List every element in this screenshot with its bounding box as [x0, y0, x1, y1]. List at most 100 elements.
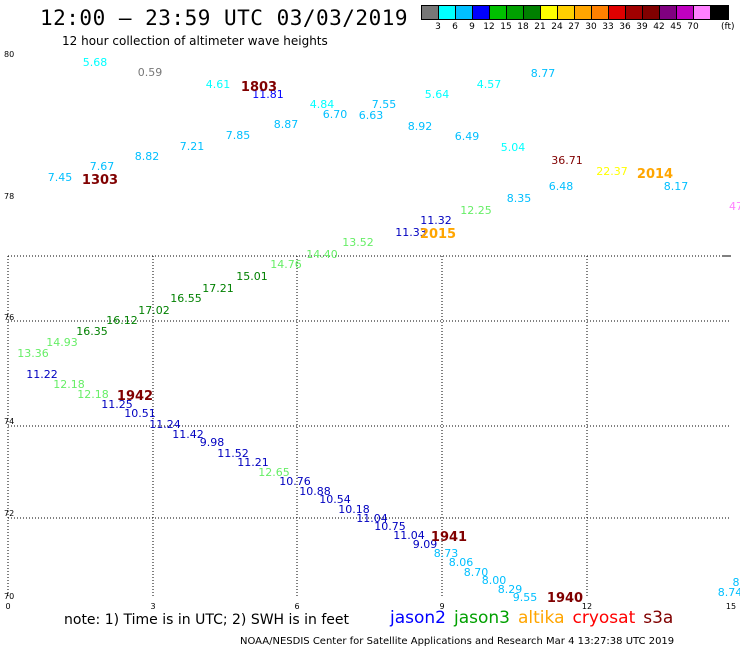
wave-height-reading: 10.18: [338, 503, 370, 516]
chart-subtitle: 12 hour collection of altimeter wave hei…: [62, 34, 328, 48]
longitude-label: 0: [5, 602, 10, 611]
latitude-label: 80: [4, 50, 14, 59]
color-scale-label: 42: [653, 22, 665, 32]
wave-height-reading: 13.52: [342, 236, 374, 249]
swh-color-scale: [421, 5, 729, 20]
wave-height-reading: 8.77: [531, 67, 556, 80]
wave-height-reading: 6.49: [455, 130, 480, 143]
wave-height-reading: 11.24: [149, 418, 181, 431]
wave-height-reading: 11.42: [172, 428, 204, 441]
wave-height-reading: 7.21: [180, 140, 205, 153]
wave-height-reading: 14.93: [46, 336, 78, 349]
wave-height-reading: 11.33: [395, 226, 427, 239]
color-scale-label: 21: [534, 22, 546, 32]
wave-height-reading: 4.84: [310, 98, 335, 111]
color-swatch: [711, 6, 728, 19]
wave-height-reading: 11.21: [237, 456, 269, 469]
wave-height-reading: 13.36: [17, 347, 49, 360]
color-swatch: [626, 6, 643, 19]
color-scale-label: 3: [435, 22, 441, 32]
pass-time-label: 2015: [420, 227, 456, 242]
wave-height-reading: 8.92: [408, 120, 433, 133]
latitude-label: 72: [4, 509, 14, 518]
wave-height-reading: 8.73: [434, 547, 459, 560]
color-swatch: [694, 6, 711, 19]
color-scale-label: 70: [687, 22, 699, 32]
legend-cryosat: cryosat: [572, 608, 636, 628]
wave-height-reading: 5.64: [425, 88, 450, 101]
color-scale-label: 24: [551, 22, 563, 32]
color-swatch: [541, 6, 558, 19]
color-swatch: [422, 6, 439, 19]
wave-height-reading: 8.87: [274, 118, 299, 131]
wave-height-reading: 11.04: [356, 512, 388, 525]
wave-height-reading: 8.70: [464, 566, 489, 579]
wave-height-reading: 12.18: [53, 378, 85, 391]
color-swatch: [660, 6, 677, 19]
wave-height-reading: 8.35: [507, 192, 532, 205]
lat-lon-grid: [7, 255, 731, 598]
latitude-label: 78: [4, 192, 14, 201]
legend-jason2: jason2: [390, 608, 446, 628]
longitude-label: 12: [582, 602, 592, 611]
wave-height-reading: 10.88: [299, 485, 331, 498]
legend-altika: altika: [518, 608, 565, 628]
satellite-legend: jason2 jason3 altika cryosat s3a: [390, 608, 681, 628]
color-scale-label: 12: [483, 22, 495, 32]
color-swatch: [524, 6, 541, 19]
color-swatch: [592, 6, 609, 19]
color-scale-label: 18: [517, 22, 529, 32]
color-scale-label: 6: [452, 22, 458, 32]
wave-height-reading: 22.37: [596, 165, 628, 178]
wave-height-reading: 16.55: [170, 292, 202, 305]
wave-height-reading: 11.52: [217, 447, 249, 460]
color-swatch: [456, 6, 473, 19]
latitude-label: 74: [4, 417, 14, 426]
wave-height-reading: 8.06: [449, 556, 474, 569]
wave-height-reading: 15.01: [236, 270, 268, 283]
wave-height-reading: 14.40: [306, 248, 338, 261]
credit-line: NOAA/NESDIS Center for Satellite Applica…: [240, 636, 675, 647]
chart-title: 12:00 — 23:59 UTC 03/03/2019: [40, 6, 409, 30]
wave-height-reading: 6.70: [323, 108, 348, 121]
wave-height-reading: 10.54: [319, 493, 351, 506]
wave-height-reading: 36.71: [551, 154, 583, 167]
longitude-label: 15: [726, 602, 736, 611]
color-swatch: [507, 6, 524, 19]
legend-jason3: jason3: [454, 608, 510, 628]
color-scale-label: 33: [602, 22, 614, 32]
longitude-label: 9: [439, 602, 444, 611]
wave-height-reading: 8: [733, 576, 740, 589]
wave-height-reading: 11.32: [420, 214, 452, 227]
color-scale-label: 39: [636, 22, 648, 32]
wave-height-reading: 16.35: [76, 325, 108, 338]
wave-height-reading: 7.55: [372, 98, 397, 111]
wave-height-reading: 8.29: [498, 583, 523, 596]
wave-height-reading: 5.68: [83, 56, 108, 69]
wave-height-reading: 47: [729, 200, 740, 213]
wave-height-reading: 16.12: [106, 314, 138, 327]
wave-height-reading: 4.61: [206, 78, 231, 91]
wave-height-reading: 4.57: [477, 78, 502, 91]
color-swatch: [643, 6, 660, 19]
wave-height-reading: 12.25: [460, 204, 492, 217]
color-scale-labels: 3 6 9 12 15 18 21 24 27 30 33 36 39 42 45 70: [421, 22, 740, 34]
wave-height-reading: 8.17: [664, 180, 689, 193]
color-swatch: [677, 6, 694, 19]
axis-ticks: 80 78 76 74 72 700 3 6 9 12 15: [4, 50, 736, 611]
wave-height-reading: 12.65: [258, 466, 290, 479]
wave-height-reading: 9.55: [513, 591, 538, 604]
pass-time-label: 2014: [637, 167, 673, 182]
wave-height-reading: 11.81: [252, 88, 284, 101]
color-scale-label: 30: [585, 22, 597, 32]
wave-height-reading: 8.00: [482, 574, 507, 587]
color-swatch: [558, 6, 575, 19]
pass-time-label: 1803: [241, 80, 277, 95]
wave-height-readings: 5.68 0.59 4.61 11.81 8.77 4.57 5.64 7.55 4.846.7…: [17, 56, 740, 604]
pass-time-label: 1942: [117, 389, 153, 404]
latitude-label: 76: [4, 313, 14, 322]
color-scale-label: 36: [619, 22, 631, 32]
wave-height-reading: 7.45: [48, 171, 73, 184]
legend-s3a: s3a: [643, 608, 674, 628]
